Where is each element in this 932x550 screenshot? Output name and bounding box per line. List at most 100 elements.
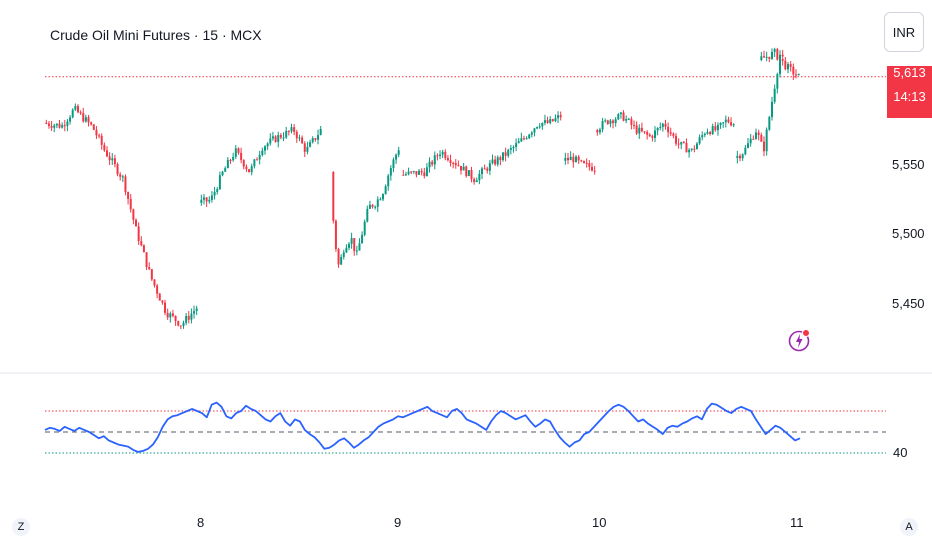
candle-body	[661, 123, 664, 127]
candle-body	[202, 197, 205, 200]
candle-body	[714, 126, 717, 131]
candle-body	[240, 152, 243, 161]
candle-body	[376, 199, 379, 207]
currency-button[interactable]: INR	[884, 12, 924, 52]
candle-body	[190, 313, 193, 320]
candle-body	[156, 285, 159, 294]
candle-body	[187, 315, 190, 320]
candle-body	[488, 163, 491, 171]
candle-body	[263, 146, 266, 151]
candle-body	[773, 88, 776, 102]
candle-body	[45, 123, 48, 124]
candle-body	[82, 112, 85, 122]
candle-body	[473, 178, 476, 183]
candle-body	[237, 148, 240, 153]
candle-body	[140, 241, 143, 246]
candle-body	[90, 122, 93, 125]
timezone-button[interactable]: Z	[12, 518, 30, 536]
candle-body	[612, 120, 615, 124]
candle-body	[481, 168, 483, 175]
candle-body	[389, 168, 392, 176]
candle-body	[744, 147, 747, 155]
candle-body	[763, 141, 765, 152]
candle-body	[242, 160, 245, 167]
candle-body	[736, 155, 739, 158]
candle-body	[135, 219, 138, 227]
candle-body	[334, 220, 337, 249]
candle-body	[436, 155, 439, 157]
candle-body	[779, 54, 781, 75]
candle-body	[166, 312, 169, 318]
candle-body	[345, 247, 348, 253]
candle-body	[591, 166, 593, 171]
candle-body	[301, 137, 304, 144]
candle-body	[771, 101, 773, 118]
candle-body	[303, 143, 306, 152]
candle-body	[716, 124, 719, 131]
candle-body	[496, 157, 499, 165]
candle-body	[132, 209, 135, 220]
candle-body	[690, 148, 693, 150]
candle-body	[781, 59, 784, 61]
candle-body	[630, 118, 633, 125]
candle-body	[108, 156, 111, 161]
candle-body	[50, 125, 53, 128]
lightning-alert-icon[interactable]	[788, 328, 812, 352]
candle-body	[111, 158, 114, 161]
candle-body	[741, 154, 744, 159]
candle-body	[522, 138, 525, 140]
auto-scale-button[interactable]: A	[900, 518, 918, 536]
candle-body	[765, 56, 768, 58]
candle-body	[604, 120, 607, 122]
candle-body	[470, 170, 473, 179]
candle-body	[103, 144, 106, 151]
candle-body	[638, 127, 641, 134]
candle-body	[680, 141, 683, 145]
candle-body	[543, 120, 546, 123]
candle-body	[245, 166, 248, 170]
candle-body	[509, 148, 512, 150]
candle-body	[787, 64, 789, 70]
candle-body	[361, 234, 364, 244]
candle-body	[95, 129, 98, 136]
candle-body	[695, 143, 698, 150]
candle-body	[92, 124, 95, 130]
candle-body	[153, 279, 156, 286]
x-tick-label: 8	[197, 515, 205, 530]
candle-body	[79, 112, 82, 114]
candle-body	[752, 138, 755, 140]
candle-body	[124, 176, 127, 193]
candle-body	[771, 51, 773, 59]
candle-body	[428, 161, 431, 168]
candle-body	[433, 155, 436, 165]
candle-body	[185, 315, 188, 323]
candle-body	[583, 161, 585, 163]
candle-body	[569, 156, 572, 161]
candle-body	[727, 119, 730, 123]
candle-body	[478, 174, 481, 181]
candle-body	[724, 119, 727, 123]
candle-body	[452, 162, 455, 164]
candle-body	[730, 122, 733, 126]
candle-body	[449, 160, 452, 163]
candle-body	[536, 126, 539, 129]
candle-body	[311, 138, 314, 143]
candle-body	[530, 132, 533, 135]
candle-body	[229, 159, 232, 161]
candle-body	[145, 252, 148, 267]
candle-body	[698, 137, 701, 144]
candle-body	[98, 135, 101, 137]
candle-body	[342, 252, 345, 257]
candle-body	[732, 124, 735, 126]
candle-body	[572, 156, 575, 163]
candle-body	[412, 171, 415, 173]
candle-body	[580, 160, 583, 162]
candle-body	[795, 74, 797, 76]
candle-body	[609, 120, 612, 124]
candle-body	[462, 166, 465, 171]
candle-body	[619, 112, 622, 115]
candle-body	[781, 54, 784, 57]
y-tick-label: 5,450	[892, 296, 925, 311]
candle-body	[319, 129, 322, 136]
